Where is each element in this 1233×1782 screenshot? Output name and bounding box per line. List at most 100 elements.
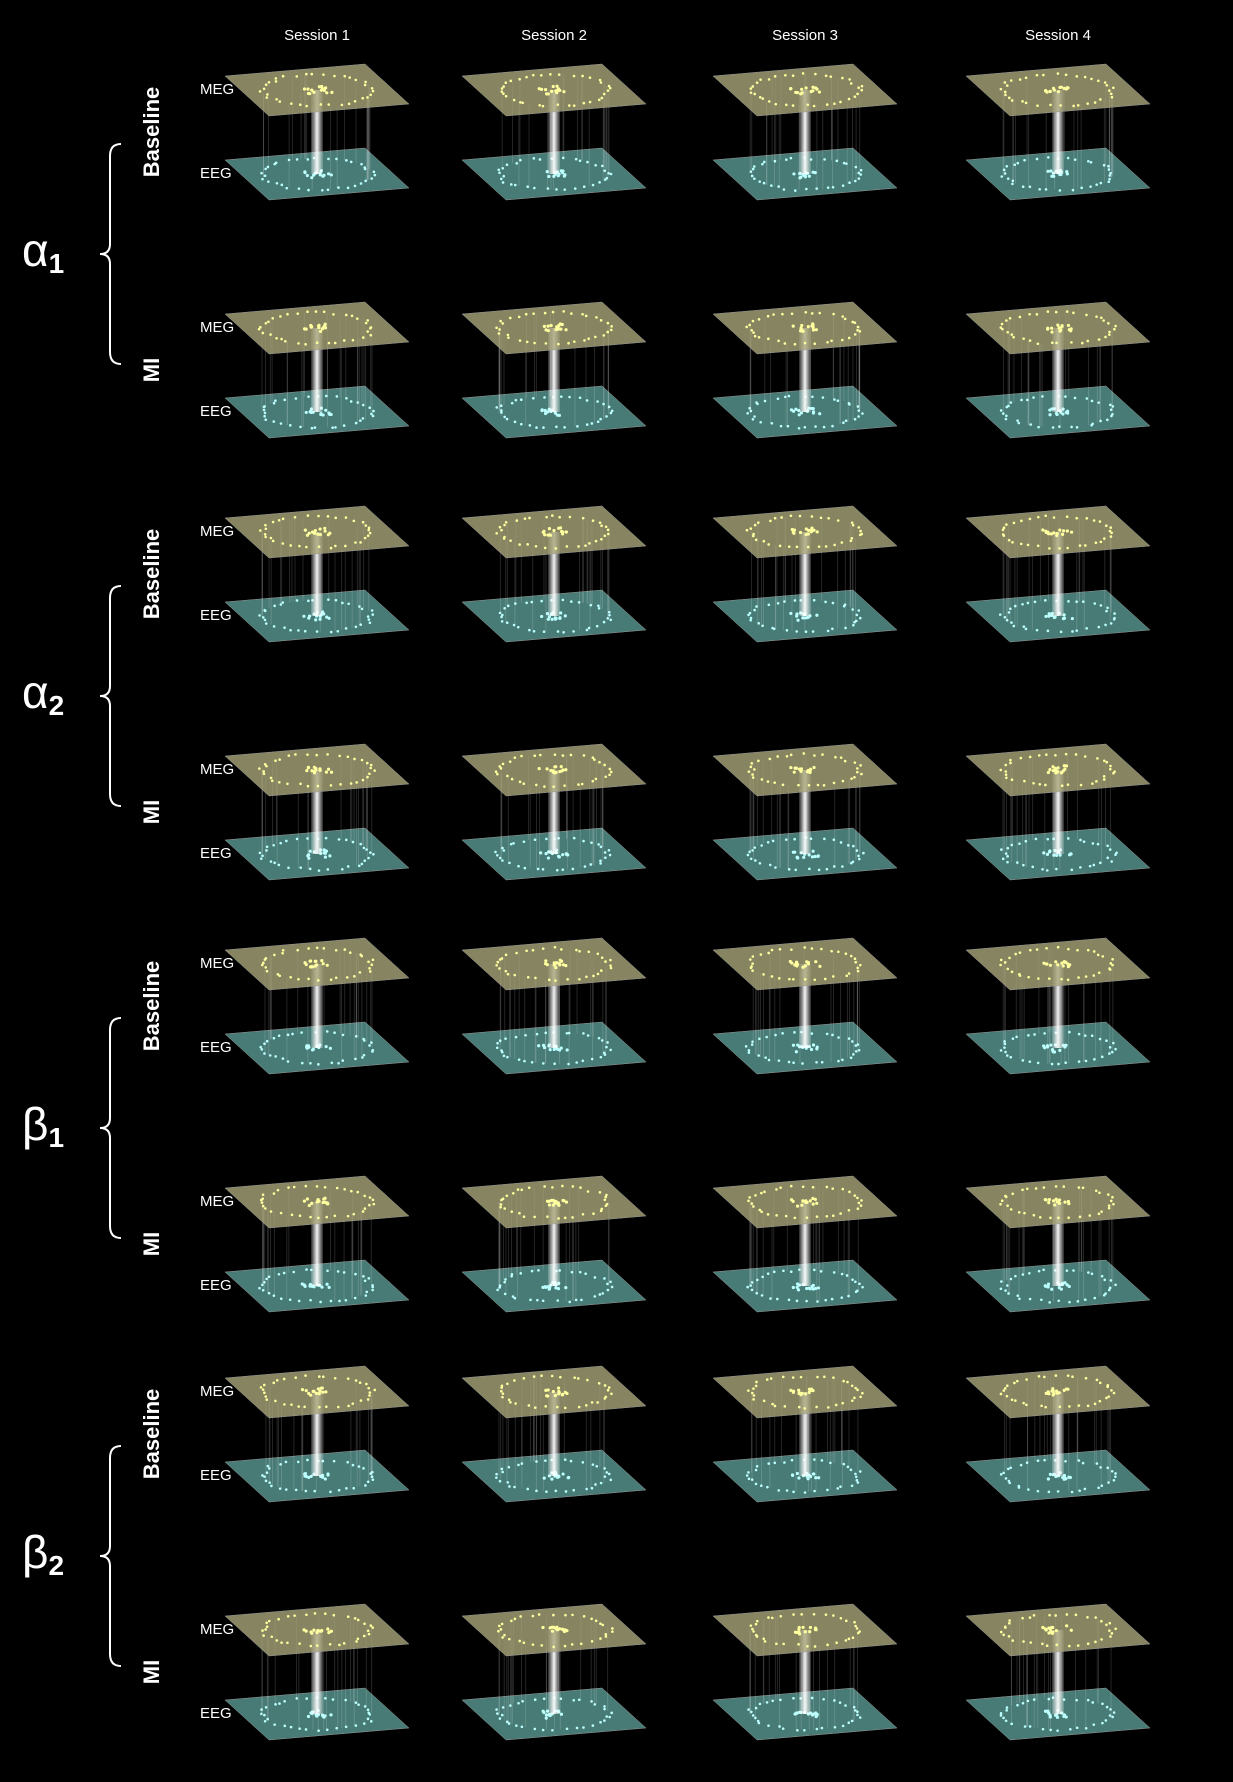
node [763, 182, 766, 185]
node [799, 770, 802, 773]
node [362, 1467, 365, 1470]
node [369, 1391, 372, 1394]
node [785, 104, 788, 107]
node [371, 1626, 374, 1629]
node [548, 979, 551, 982]
node [1033, 1614, 1036, 1617]
node [555, 91, 558, 94]
node [1071, 617, 1074, 620]
node [523, 1215, 526, 1218]
node [748, 1196, 751, 1199]
node [1042, 74, 1045, 77]
node [500, 1199, 503, 1202]
node [1099, 1382, 1102, 1385]
node [850, 539, 853, 542]
node [1111, 958, 1114, 961]
node [546, 325, 549, 328]
node [1068, 963, 1071, 966]
node [1044, 1710, 1047, 1713]
node [281, 184, 284, 187]
node [543, 325, 546, 328]
node [774, 866, 777, 869]
node [554, 946, 557, 949]
node [539, 754, 542, 757]
node [538, 87, 541, 90]
node [525, 602, 528, 605]
node [560, 960, 563, 963]
node [515, 1724, 518, 1727]
node [501, 859, 504, 862]
node [578, 1406, 581, 1409]
node [779, 1615, 782, 1618]
node [576, 425, 579, 428]
node [368, 1633, 371, 1636]
node [286, 1641, 289, 1644]
node [592, 756, 595, 759]
node [298, 187, 301, 190]
node [1108, 967, 1111, 970]
node [307, 1392, 310, 1395]
node [1114, 1283, 1117, 1286]
node [289, 544, 292, 547]
node [814, 425, 817, 428]
node [352, 1487, 355, 1490]
node [1016, 1704, 1019, 1707]
node [287, 866, 290, 869]
node [351, 1402, 354, 1405]
node [294, 1376, 297, 1379]
column-header: Session 3 [772, 27, 838, 44]
node [1093, 950, 1096, 953]
node [547, 856, 550, 859]
node [821, 1727, 824, 1730]
node [554, 617, 557, 620]
node [837, 399, 840, 402]
node [848, 181, 851, 184]
node [766, 1701, 769, 1704]
band-subscript: 1 [49, 248, 65, 279]
node [362, 404, 365, 407]
node [854, 418, 857, 421]
node [341, 104, 344, 107]
node [1023, 625, 1026, 628]
node [599, 862, 602, 865]
node [751, 773, 754, 776]
node [349, 951, 352, 954]
node [767, 780, 770, 783]
node [603, 1277, 606, 1280]
node [552, 785, 555, 788]
node [748, 324, 751, 327]
layer-label: MEG [200, 1621, 234, 1638]
node [594, 336, 597, 339]
node [1107, 1395, 1110, 1398]
node [500, 1203, 503, 1206]
node [585, 315, 588, 318]
node [789, 87, 792, 90]
node [611, 1627, 614, 1630]
node [576, 1727, 579, 1730]
node [747, 1200, 750, 1203]
node [999, 613, 1002, 616]
node [751, 969, 754, 972]
node [1106, 84, 1109, 87]
node [747, 854, 750, 857]
node [767, 543, 770, 546]
node [1054, 1614, 1057, 1617]
node [851, 537, 854, 540]
node [818, 545, 821, 548]
node [809, 1626, 812, 1629]
node [503, 1634, 506, 1637]
node [275, 1639, 278, 1642]
node [1051, 1632, 1054, 1635]
node [800, 88, 803, 91]
node [258, 614, 261, 617]
node [562, 310, 565, 313]
node [1062, 964, 1065, 967]
node [1077, 976, 1080, 979]
node [369, 621, 372, 624]
node [316, 946, 319, 949]
node [781, 313, 784, 316]
node [274, 1400, 277, 1403]
node [1106, 419, 1109, 422]
node [535, 426, 538, 429]
node [297, 1461, 300, 1464]
